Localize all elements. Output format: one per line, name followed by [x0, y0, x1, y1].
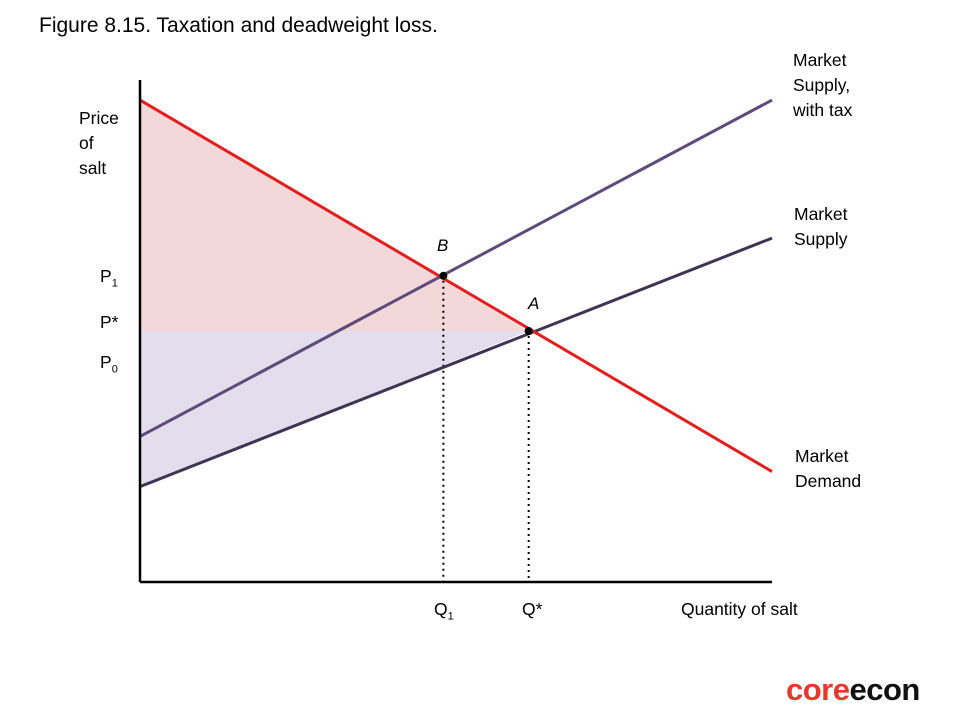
point-b [439, 271, 448, 280]
y-axis-label: Price of salt [79, 108, 119, 178]
y-tick-p1: P1 [100, 266, 118, 290]
x-axis-label: Quantity of salt [681, 599, 798, 619]
y-tick-pstar: P* [100, 312, 119, 332]
y-tick-p0: P0 [100, 352, 118, 376]
point-b-label: B [437, 236, 449, 255]
supply-label: Market Supply [794, 204, 848, 249]
market-demand-line [139, 98, 773, 473]
page-title: Figure 8.15. Taxation and deadweight los… [39, 14, 438, 37]
supply-with-tax-label: Market Supply, with tax [793, 50, 853, 120]
x-tick-q1: Q1 [434, 599, 454, 623]
x-tick-qstar: Q* [522, 599, 543, 619]
market-supply-with-tax-line [139, 98, 773, 438]
coreecon-logo: coreecon [786, 672, 920, 707]
market-supply-line [139, 236, 773, 489]
point-a-label: A [528, 294, 540, 313]
point-a [524, 327, 533, 335]
demand-label: Market Demand [795, 446, 862, 491]
